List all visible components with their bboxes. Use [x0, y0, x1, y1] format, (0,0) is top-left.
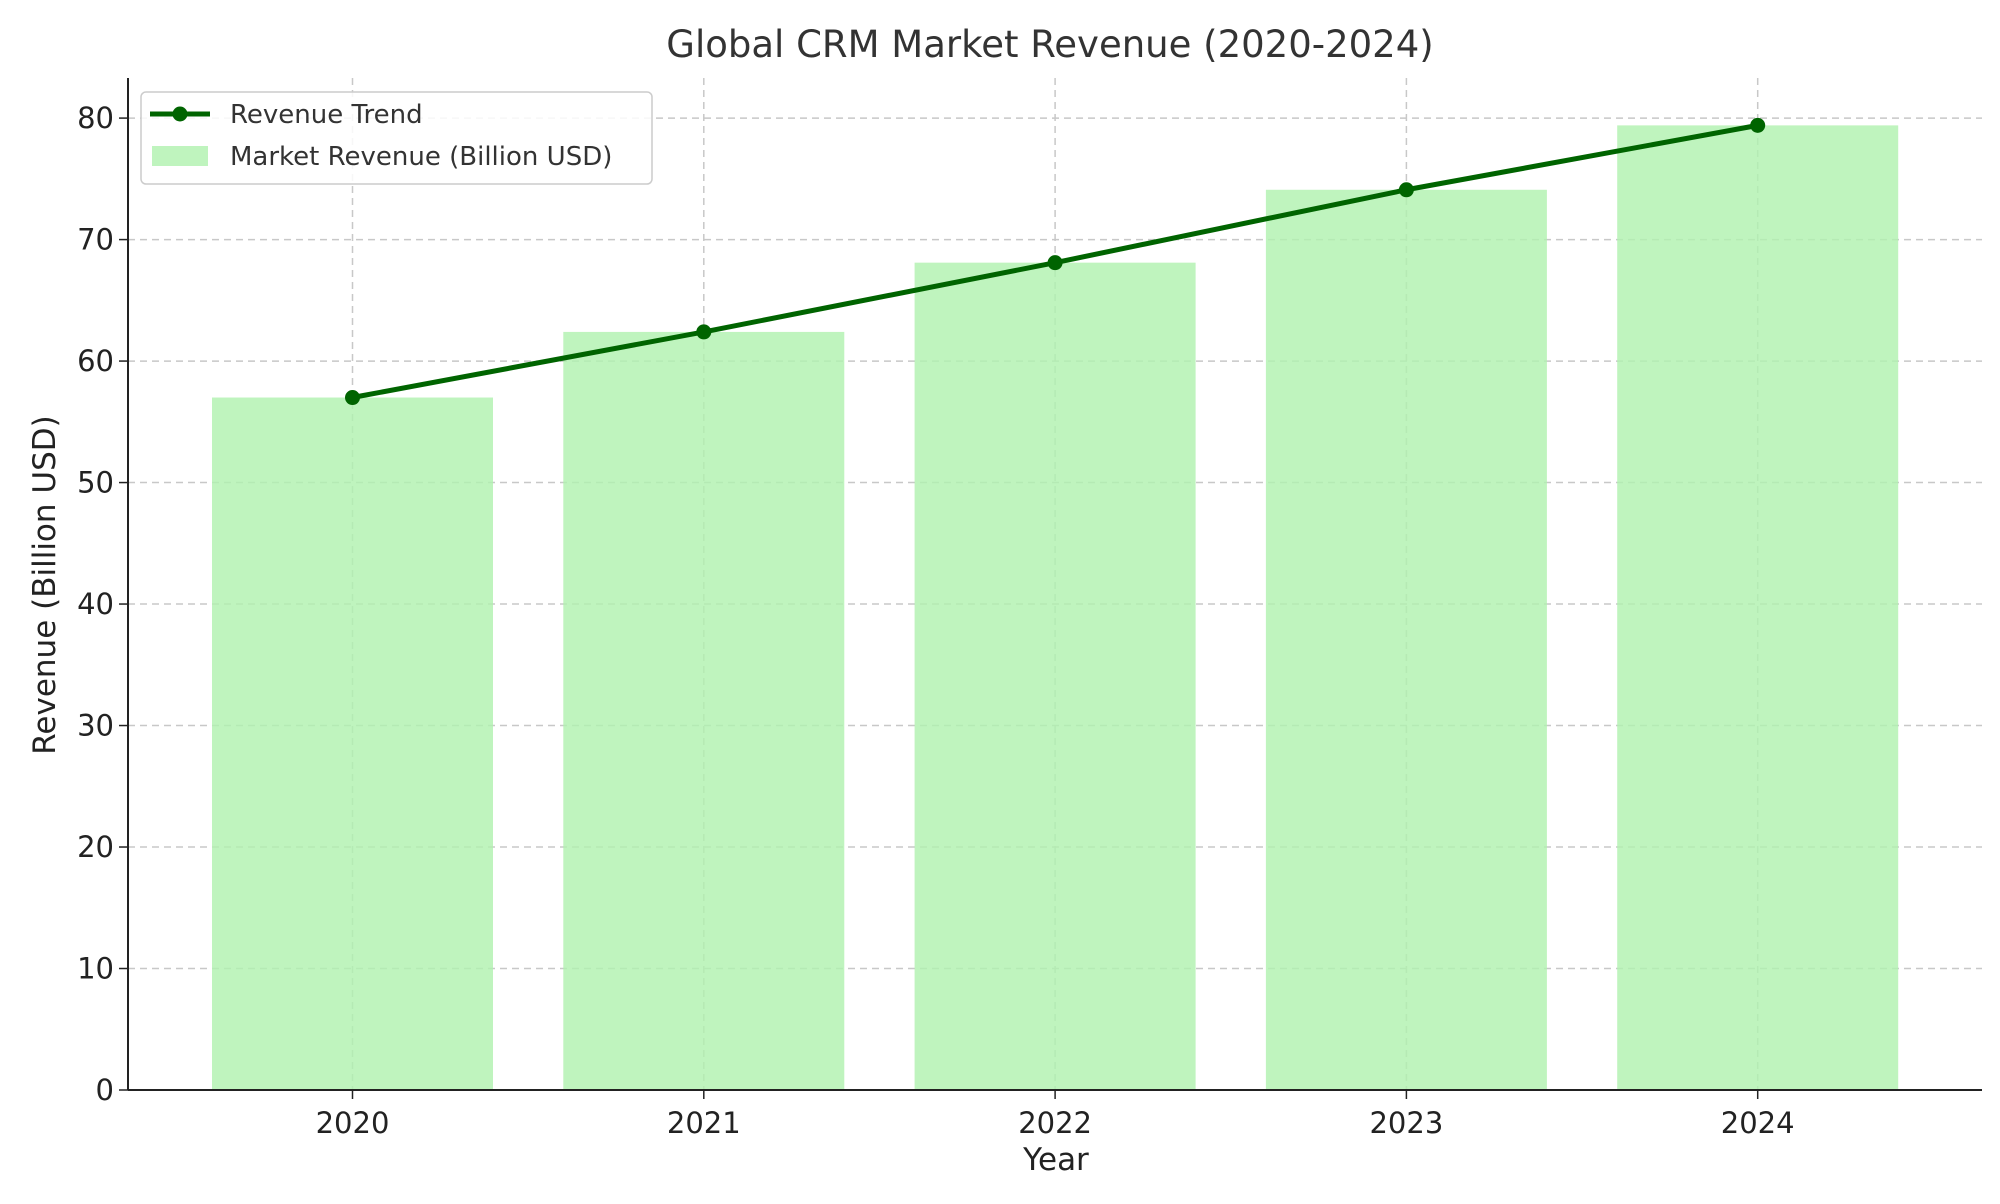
chart-title: Global CRM Market Revenue (2020-2024) — [666, 23, 1433, 66]
y-tick-label: 20 — [77, 830, 114, 864]
trend-point-2023 — [1398, 182, 1414, 198]
trend-point-2024 — [1750, 117, 1766, 133]
trend-point-2021 — [696, 324, 712, 340]
bar-series — [212, 125, 1899, 1091]
y-tick-label: 30 — [77, 709, 114, 743]
legend: Revenue Trend Market Revenue (Billion US… — [140, 91, 653, 185]
line-series — [345, 117, 1766, 406]
y-tick-label: 70 — [77, 223, 114, 257]
bar-2020 — [212, 397, 493, 1090]
x-tick-label: 2021 — [667, 1106, 741, 1140]
bar-2024 — [1617, 125, 1899, 1090]
y-tick-label: 0 — [96, 1073, 114, 1107]
y-tick-label: 50 — [77, 466, 114, 500]
y-axis-label: Revenue (Billion USD) — [27, 415, 63, 754]
legend-label-line: Revenue Trend — [230, 100, 423, 130]
legend-label-bar: Market Revenue (Billion USD) — [230, 142, 612, 172]
bar-2023 — [1265, 189, 1547, 1090]
y-tick-label: 10 — [77, 952, 114, 986]
trend-point-2022 — [1047, 255, 1063, 271]
legend-bar-swatch — [152, 146, 208, 166]
axes — [119, 78, 1982, 1099]
x-tick-label: 2020 — [316, 1106, 390, 1140]
bar-2021 — [563, 331, 845, 1091]
legend-box — [140, 91, 653, 185]
trend-point-2020 — [345, 390, 360, 406]
y-tick-label: 80 — [77, 101, 114, 135]
y-tick-label: 60 — [77, 344, 114, 378]
y-tick-label: 40 — [77, 587, 114, 621]
x-tick-label: 2024 — [1721, 1106, 1795, 1140]
x-tick-label: 2023 — [1369, 1106, 1443, 1140]
bar-2022 — [914, 262, 1196, 1090]
x-tick-label: 2022 — [1018, 1106, 1092, 1140]
x-axis-label: Year — [1022, 1142, 1089, 1178]
legend-marker-swatch — [172, 106, 188, 122]
tick-labels: 0 10 20 30 40 50 60 70 80 2020 2021 2022 2023 2024 — [77, 101, 1795, 1140]
